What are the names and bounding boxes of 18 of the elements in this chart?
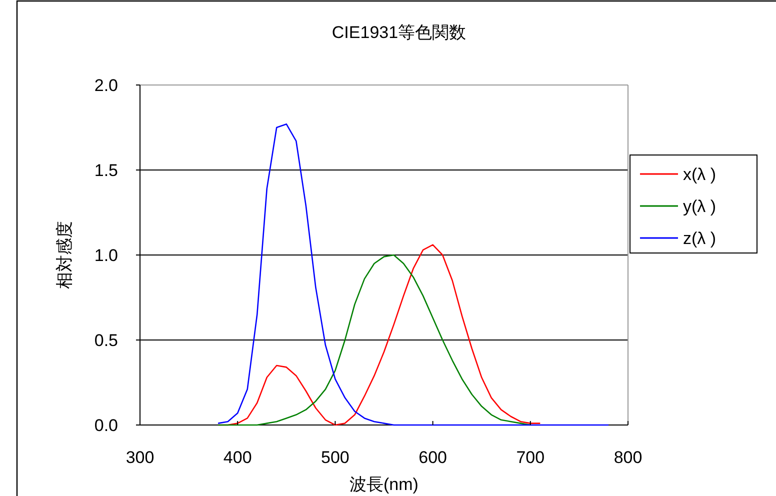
legend-label: z(λ ) bbox=[683, 228, 716, 248]
x-tick-label: 300 bbox=[126, 448, 154, 467]
x-tick-label: 800 bbox=[614, 448, 642, 467]
legend-label: x(λ ) bbox=[683, 164, 716, 184]
y-tick-label: 0.5 bbox=[94, 330, 118, 350]
chart-title: CIE1931等色関数 bbox=[332, 23, 466, 42]
x-tick-label: 600 bbox=[418, 448, 447, 467]
x-tick-label: 700 bbox=[516, 448, 545, 467]
legend-label: y(λ ) bbox=[683, 196, 716, 216]
y-tick-label: 2.0 bbox=[94, 76, 118, 95]
x-tick-label: 500 bbox=[321, 448, 350, 467]
line-series bbox=[217, 123, 610, 426]
x-tick-label: 400 bbox=[223, 448, 252, 467]
y-axis-title: 相対感度 bbox=[55, 221, 74, 289]
x-axis-title: 波長(nm) bbox=[350, 475, 418, 494]
y-tick-label: 1.0 bbox=[94, 246, 118, 265]
y-tick-label: 1.5 bbox=[94, 160, 118, 180]
y-tick-label: 0.0 bbox=[94, 416, 118, 435]
